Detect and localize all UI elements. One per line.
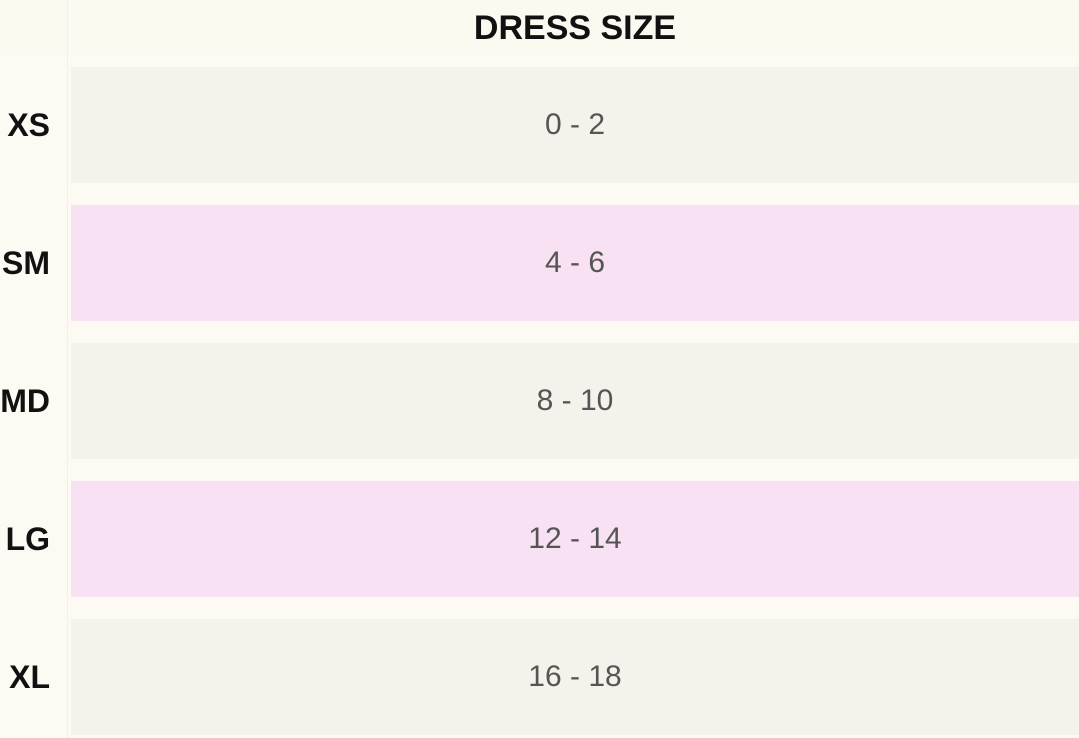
header-corner [0,0,66,57]
dress-size: 4 - 6 [71,205,1079,321]
dress-size: 16 - 18 [71,619,1079,735]
size-label: SM [2,244,50,281]
column-divider [67,0,68,738]
size-label: XL [9,658,50,695]
size-label: LG [5,520,50,557]
size-label: XS [7,106,50,143]
dress-size: 8 - 10 [71,343,1079,459]
size-label: MD [0,382,50,419]
dress-size: 0 - 2 [71,67,1079,183]
dress-size: 12 - 14 [71,481,1079,597]
header-title: DRESS SIZE [71,0,1079,57]
